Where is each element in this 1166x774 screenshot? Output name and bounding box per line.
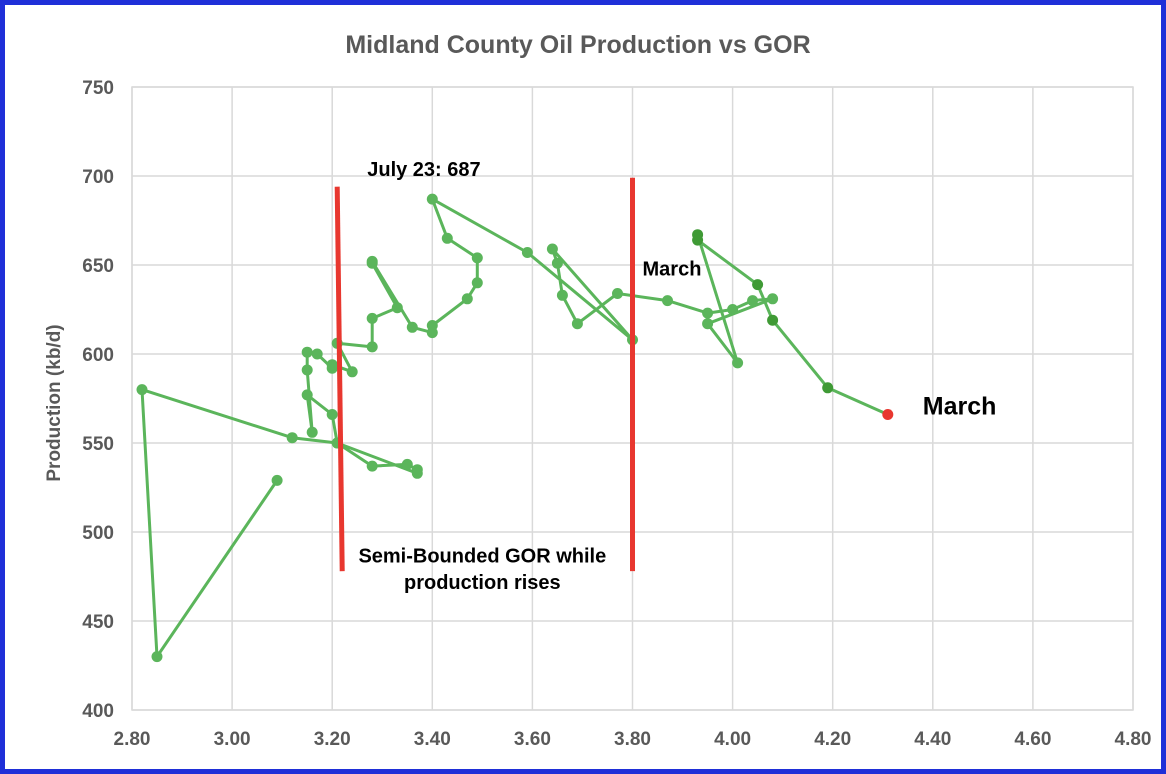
data-point bbox=[571, 318, 583, 330]
data-point bbox=[767, 293, 779, 305]
data-point bbox=[301, 346, 313, 358]
y-tick-label: 750 bbox=[82, 78, 114, 99]
data-point bbox=[822, 382, 834, 394]
data-point bbox=[301, 364, 313, 376]
data-point bbox=[401, 458, 413, 470]
y-tick-label: 650 bbox=[82, 256, 114, 277]
x-tick-label: 3.40 bbox=[414, 729, 451, 750]
x-tick-label: 3.60 bbox=[514, 729, 551, 750]
bound-lines bbox=[334, 177, 635, 572]
x-tick-label: 4.40 bbox=[914, 729, 951, 750]
annotation-march-mid: March bbox=[643, 259, 702, 281]
data-point bbox=[556, 289, 568, 301]
data-point bbox=[426, 193, 438, 205]
data-point bbox=[882, 409, 894, 420]
x-tick-label: 3.80 bbox=[614, 729, 651, 750]
data-point bbox=[366, 312, 378, 324]
x-tick-label: 3.00 bbox=[214, 729, 251, 750]
vertical-bound-line bbox=[334, 186, 345, 572]
annotation-note-line1: Semi-Bounded GOR while bbox=[358, 545, 606, 567]
data-point bbox=[286, 432, 298, 444]
x-tick-label: 4.00 bbox=[714, 729, 751, 750]
data-point bbox=[391, 302, 403, 314]
x-tick-label: 4.60 bbox=[1014, 729, 1051, 750]
data-point bbox=[151, 651, 163, 663]
data-point bbox=[752, 279, 764, 291]
y-tick-label: 450 bbox=[82, 612, 114, 633]
data-point bbox=[702, 307, 714, 319]
chart-title: Midland County Oil Production vs GOR bbox=[345, 31, 810, 59]
data-point bbox=[311, 348, 323, 360]
y-tick-label: 400 bbox=[82, 701, 114, 722]
y-axis-ticks: 400 450 500 550 600 650 700 750 bbox=[82, 78, 114, 722]
data-point bbox=[732, 357, 744, 369]
annotation-march-end: March bbox=[923, 393, 997, 421]
annotation-peak: July 23: 687 bbox=[367, 159, 480, 181]
data-point bbox=[366, 255, 378, 267]
data-point bbox=[727, 304, 739, 315]
data-point bbox=[551, 257, 563, 269]
data-point bbox=[692, 234, 704, 246]
annotation-note-line2: production rises bbox=[404, 572, 561, 594]
x-axis-ticks: 2.80 3.00 3.20 3.40 3.60 3.80 4.00 4.20 4.40 4.60… bbox=[114, 729, 1152, 750]
y-tick-label: 700 bbox=[82, 167, 114, 188]
data-point bbox=[471, 277, 483, 289]
data-point bbox=[441, 232, 453, 244]
data-point bbox=[612, 288, 623, 299]
x-tick-label: 4.20 bbox=[814, 729, 851, 750]
data-point bbox=[306, 426, 318, 438]
data-point bbox=[546, 243, 558, 255]
plot-border bbox=[131, 86, 1134, 711]
y-tick-label: 600 bbox=[82, 345, 114, 366]
data-point bbox=[326, 359, 338, 371]
data-point bbox=[301, 389, 313, 401]
data-point bbox=[461, 293, 473, 305]
y-axis-label: Production (kb/d) bbox=[44, 324, 65, 481]
data-point bbox=[366, 460, 378, 472]
scatter-chart: 2.80 3.00 3.20 3.40 3.60 3.80 4.00 4.20 4.40 4.60… bbox=[44, 31, 1152, 750]
data-point bbox=[471, 252, 483, 264]
data-point bbox=[747, 295, 759, 307]
x-tick-label: 3.20 bbox=[314, 729, 351, 750]
data-point bbox=[326, 409, 338, 420]
data-point bbox=[271, 474, 283, 486]
data-point bbox=[406, 321, 418, 333]
plot-area bbox=[131, 86, 1134, 711]
data-point bbox=[521, 247, 533, 258]
x-tick-label: 4.80 bbox=[1115, 729, 1152, 750]
y-tick-label: 500 bbox=[82, 523, 114, 544]
data-point bbox=[662, 295, 673, 307]
y-tick-label: 550 bbox=[82, 434, 114, 455]
data-point bbox=[411, 467, 423, 479]
data-point bbox=[702, 318, 714, 330]
data-point bbox=[767, 314, 779, 326]
data-point bbox=[136, 384, 148, 396]
data-point bbox=[346, 366, 358, 378]
x-tick-label: 2.80 bbox=[114, 729, 151, 750]
data-point bbox=[426, 320, 438, 331]
data-point bbox=[366, 341, 378, 353]
